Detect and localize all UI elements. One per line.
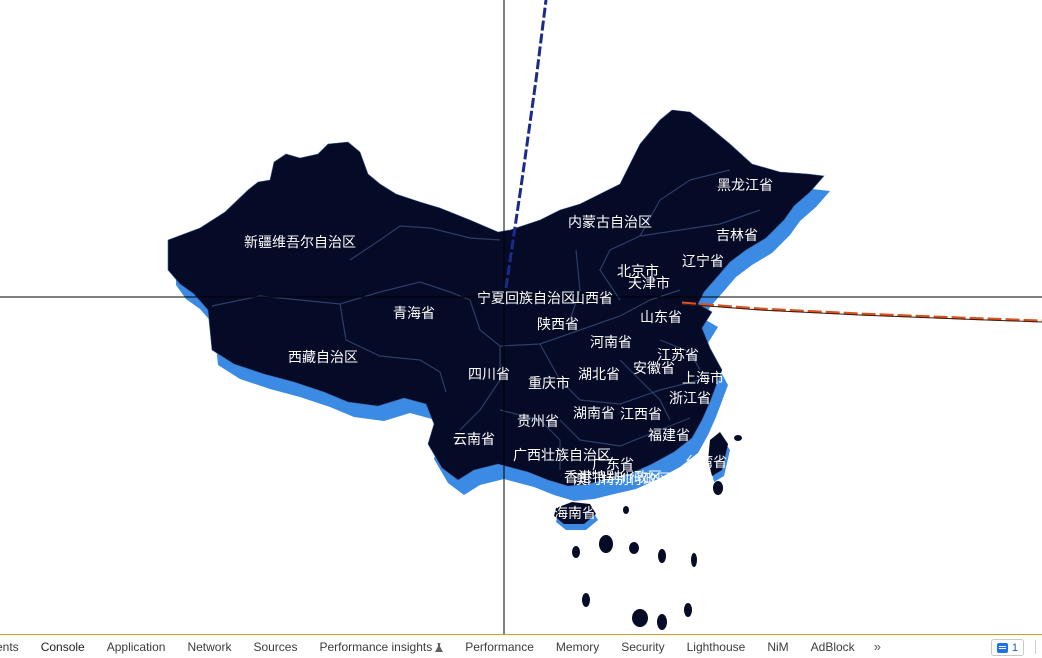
tab-application[interactable]: Application	[106, 639, 166, 654]
tab-memory[interactable]: Memory	[555, 639, 600, 654]
province-borders	[211, 169, 761, 470]
tab-nim[interactable]: NiM	[767, 639, 789, 654]
more-tabs-button[interactable]: »	[873, 639, 881, 654]
hainan	[554, 502, 596, 524]
issues-counter-button[interactable]: 1	[990, 639, 1024, 656]
mainland	[167, 109, 825, 487]
tab-performance-insights-label: Performance insights	[319, 639, 433, 654]
tab-performance-insights[interactable]: Performance insights	[308, 635, 454, 658]
flight-line-north	[504, 0, 548, 289]
toolbar-divider	[1035, 640, 1036, 654]
tab-elements[interactable]: ents	[0, 639, 19, 654]
china-map[interactable]	[0, 0, 1042, 634]
taiwan	[708, 432, 728, 476]
devtools-tab-bar: ents Console Application Network Sources…	[0, 634, 1042, 658]
tab-lighthouse[interactable]: Lighthouse	[686, 639, 746, 654]
map-land-layer	[167, 109, 825, 630]
tab-performance[interactable]: Performance	[465, 639, 534, 654]
flight-line-east-outline	[681, 303, 1042, 323]
issues-count: 1	[1011, 641, 1018, 654]
tab-security[interactable]: Security	[621, 639, 665, 654]
south-china-sea-islands	[572, 435, 742, 630]
tab-adblock[interactable]: AdBlock	[810, 639, 855, 654]
flight-line-east	[681, 301, 1042, 323]
map-viewport[interactable]: 新疆维吾尔自治区 西藏自治区 青海省 内蒙古自治区 黑龙江省 吉林省 辽宁省 北…	[0, 0, 1042, 634]
beaker-icon	[435, 642, 444, 652]
tab-sources[interactable]: Sources	[253, 639, 298, 654]
tab-console[interactable]: Console	[40, 639, 85, 654]
message-icon	[996, 642, 1008, 653]
tab-network[interactable]: Network	[187, 639, 232, 654]
